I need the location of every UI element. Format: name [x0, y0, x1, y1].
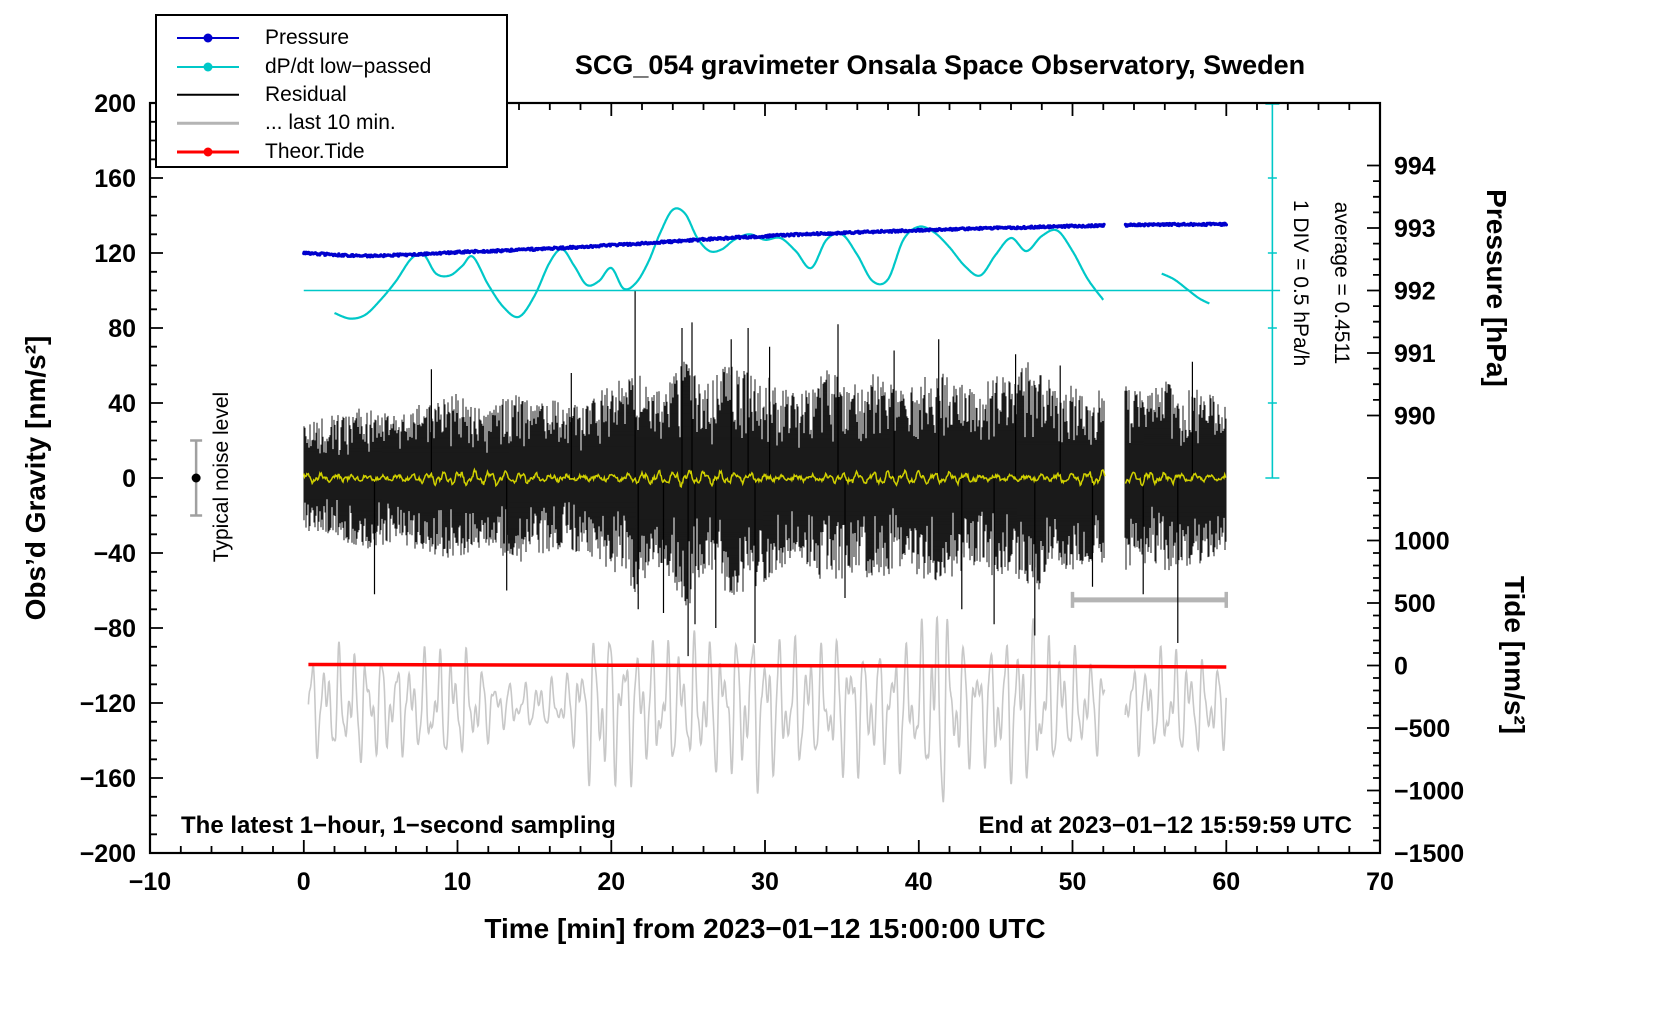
tick-label: −200 — [80, 840, 136, 868]
theor-tide-series — [308, 662, 1227, 669]
tick-label: 40 — [108, 390, 136, 418]
tick-label: 0 — [297, 868, 311, 896]
legend-item-residual: Residual — [177, 81, 506, 109]
tide-gray-series — [307, 615, 1227, 803]
legend: Pressure dP/dt low−passed Residual ... l… — [155, 14, 508, 168]
residual-smoothed-series — [303, 467, 1227, 489]
dpdt-series — [303, 103, 1281, 479]
tick-label: 990 — [1394, 402, 1436, 430]
tide-axis-label: Tide [nm/s²] — [1499, 575, 1530, 735]
tick-label: 991 — [1394, 340, 1436, 368]
theor-tide-swatch-icon — [177, 146, 239, 158]
legend-item-last10: ... last 10 min. — [177, 109, 506, 137]
tick-label: 160 — [94, 165, 136, 193]
pressure-series — [302, 221, 1229, 259]
pressure-swatch-icon — [177, 32, 239, 44]
tick-label: 50 — [1059, 868, 1087, 896]
tick-label: 0 — [122, 465, 136, 493]
tick-label: 200 — [94, 90, 136, 118]
last10-indicator — [1070, 591, 1228, 608]
legend-item-theor-tide: Theor.Tide — [177, 138, 506, 166]
tick-label: 0 — [1394, 653, 1408, 681]
tick-label: 120 — [94, 240, 136, 268]
tick-label: −1000 — [1394, 778, 1464, 806]
dpdt-swatch-icon — [177, 61, 239, 73]
legend-item-dpdt: dP/dt low−passed — [177, 52, 506, 80]
tick-label: −10 — [129, 868, 171, 896]
tick-label: 994 — [1394, 153, 1436, 181]
pressure-axis-label: Pressure [hPa] — [1481, 189, 1512, 387]
tick-label: 992 — [1394, 278, 1436, 306]
residual-swatch-icon — [177, 89, 239, 101]
tick-label: 1000 — [1394, 527, 1450, 555]
tick-labels: −10 0 10 20 30 40 50 60 70 −200 −160 −120 −80 −40 0 40 8… — [80, 90, 1465, 896]
tick-label: 70 — [1366, 868, 1394, 896]
tick-label: −40 — [94, 540, 136, 568]
annotation-div-scale: 1 DIV = 0.5 hPa/h — [1289, 199, 1312, 367]
legend-label-theor-tide: Theor.Tide — [265, 139, 365, 163]
noise-level-marker — [190, 439, 203, 517]
legend-label-dpdt: dP/dt low−passed — [265, 54, 432, 78]
tick-label: 993 — [1394, 215, 1436, 243]
tick-label: −160 — [80, 765, 136, 793]
note-end-time: End at 2023−01−12 15:59:59 UTC — [978, 812, 1352, 839]
tick-label: 10 — [444, 868, 472, 896]
tick-label: −120 — [80, 690, 136, 718]
tick-label: 40 — [905, 868, 933, 896]
residual-series — [303, 290, 1227, 657]
tick-label: −80 — [94, 615, 136, 643]
tick-label: 60 — [1212, 868, 1240, 896]
tick-label: −1500 — [1394, 840, 1464, 868]
tick-label: 80 — [108, 315, 136, 343]
last10-swatch-icon — [177, 117, 239, 129]
legend-label-pressure: Pressure — [265, 26, 350, 50]
legend-item-pressure: Pressure — [177, 24, 506, 52]
tick-label: 20 — [597, 868, 625, 896]
tick-label: −500 — [1394, 715, 1450, 743]
tick-label: 30 — [751, 868, 779, 896]
legend-label-last10: ... last 10 min. — [265, 111, 396, 135]
legend-label-residual: Residual — [265, 82, 347, 106]
note-sampling: The latest 1−hour, 1−second sampling — [181, 812, 616, 839]
annotation-noise-level: Typical noise level — [210, 391, 233, 563]
annotation-average: average = 0.4511 — [1330, 201, 1353, 365]
page-title: SCG_054 gravimeter Onsala Space Observat… — [574, 50, 1306, 80]
x-axis-label: Time [min] from 2023−01−12 15:00:00 UTC — [484, 913, 1046, 944]
tick-label: 500 — [1394, 590, 1436, 618]
gravity-axis-label: Obs’d Gravity [nm/s²] — [20, 335, 51, 621]
